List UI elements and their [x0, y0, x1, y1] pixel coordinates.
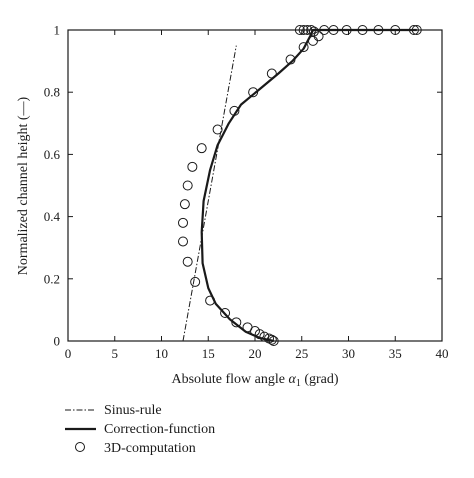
data-point-3d-computation — [248, 87, 259, 98]
data-point-3d-computation — [357, 25, 368, 35]
data-point-3d-computation — [373, 25, 384, 35]
data-point-3d-computation — [182, 180, 193, 191]
data-point-3d-computation — [179, 199, 190, 210]
x-tick-label: 20 — [249, 346, 262, 361]
x-axis-title: Absolute flow angle α1 (grad) — [171, 372, 338, 389]
y-tick-label: 0 — [54, 334, 61, 349]
data-point-3d-computation — [302, 25, 313, 35]
x-axis-ticks: 0 5 10 15 20 25 30 35 40 — [65, 30, 449, 361]
y-tick-label: 0.8 — [44, 85, 60, 100]
x-tick-label: 0 — [65, 346, 72, 361]
legend-item-correction-function: Correction-function — [65, 422, 215, 437]
data-point-3d-computation — [229, 105, 240, 116]
legend-label-sinus-rule: Sinus-rule — [104, 403, 162, 418]
y-tick-label: 0.4 — [44, 209, 61, 224]
data-point-3d-computation — [268, 336, 279, 346]
y-axis-title: Normalized channel height (—) — [16, 96, 31, 275]
x-tick-label: 15 — [202, 346, 215, 361]
data-point-3d-computation — [231, 317, 242, 328]
data-point-3d-computation — [196, 143, 207, 154]
data-point-3d-computation — [328, 25, 339, 35]
data-point-3d-computation — [306, 25, 317, 35]
legend-swatch-3d-computation — [75, 442, 85, 452]
x-tick-label: 25 — [295, 346, 308, 361]
data-point-3d-computation — [390, 25, 401, 35]
y-tick-label: 1 — [54, 23, 61, 38]
x-tick-label: 10 — [155, 346, 168, 361]
data-point-3d-computation — [187, 161, 198, 172]
data-point-3d-computation — [298, 42, 309, 53]
series-layer — [178, 25, 422, 346]
x-tick-label: 30 — [342, 346, 355, 361]
y-tick-label: 0.2 — [44, 271, 60, 286]
legend-item-3d-computation: 3D-computation — [75, 441, 196, 456]
legend-label-correction-function: Correction-function — [104, 422, 215, 437]
data-point-3d-computation — [205, 295, 216, 306]
data-point-3d-computation — [220, 308, 231, 319]
x-tick-label: 5 — [112, 346, 119, 361]
data-point-3d-computation — [212, 124, 223, 135]
data-point-3d-computation — [411, 25, 422, 35]
data-point-3d-computation — [266, 68, 277, 79]
data-point-3d-computation — [178, 217, 189, 228]
data-point-3d-computation — [190, 276, 201, 287]
data-point-3d-computation — [182, 256, 193, 267]
data-point-3d-computation — [341, 25, 352, 35]
legend-label-3d-computation: 3D-computation — [104, 441, 196, 456]
data-point-3d-computation — [264, 333, 275, 344]
data-point-3d-computation — [178, 236, 189, 247]
data-point-3d-computation — [294, 25, 305, 35]
x-tick-label: 40 — [436, 346, 449, 361]
series-line-sinus-rule — [182, 45, 237, 342]
plot-frame — [67, 29, 443, 342]
x-tick-label: 35 — [389, 346, 402, 361]
data-point-3d-computation — [285, 54, 296, 65]
y-tick-label: 0.6 — [44, 147, 61, 162]
data-point-3d-computation — [408, 25, 419, 35]
data-point-3d-computation — [242, 322, 253, 333]
plot-area: 0 5 10 15 20 25 30 35 40 0 0.2 0.4 0.6 0.8 1 — [44, 23, 449, 362]
legend-item-sinus-rule: Sinus-rule — [65, 403, 162, 418]
series-line-correction-function — [200, 28, 417, 343]
data-point-3d-computation — [308, 26, 319, 37]
data-point-3d-computation — [259, 331, 270, 342]
data-point-3d-computation — [298, 25, 309, 35]
legend: Sinus-rule Correction-function 3D-comput… — [65, 403, 215, 456]
y-axis-ticks: 0 0.2 0.4 0.6 0.8 1 — [44, 23, 442, 349]
data-point-3d-computation — [307, 35, 318, 46]
